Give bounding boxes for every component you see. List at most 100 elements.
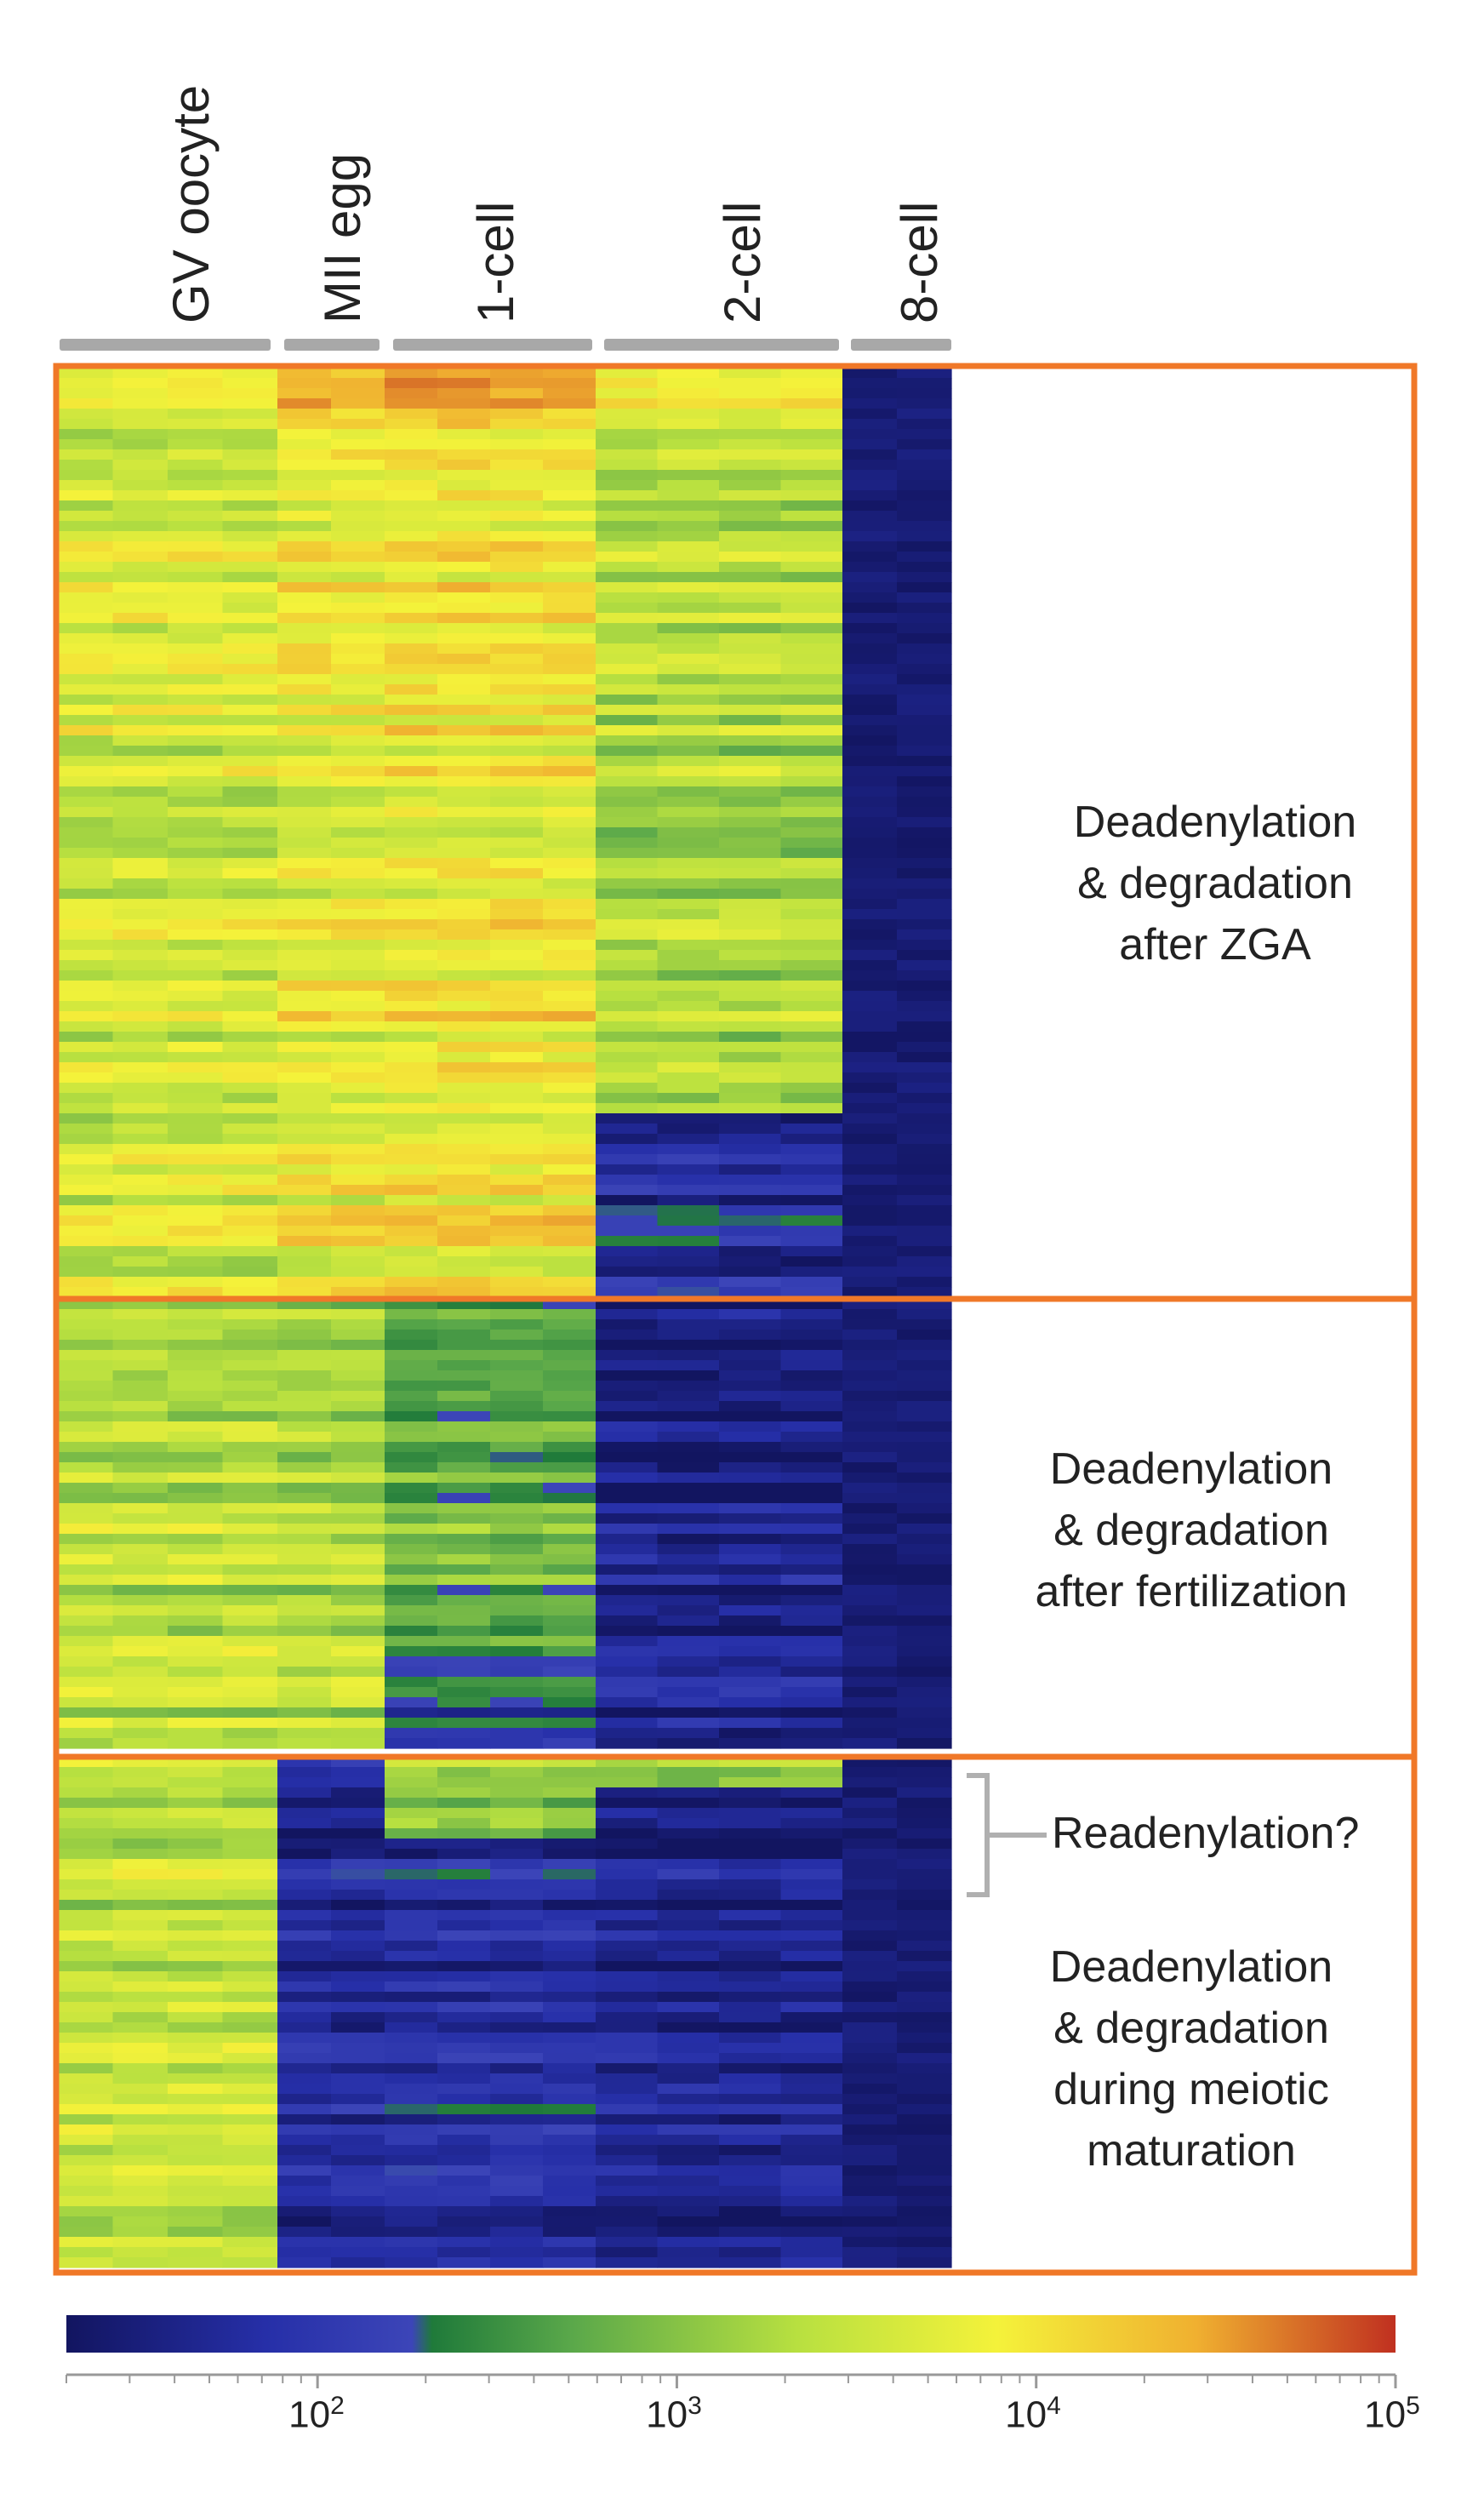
- heat-cell: [112, 1697, 168, 1708]
- heat-cell: [543, 460, 596, 471]
- heat-cell: [543, 552, 596, 563]
- heat-cell: [385, 1001, 438, 1012]
- heat-cell: [719, 1330, 782, 1341]
- heat-cell: [719, 2216, 782, 2227]
- heat-cell: [385, 1941, 438, 1952]
- heat-cell: [277, 1144, 332, 1155]
- heat-cell: [112, 1391, 168, 1402]
- heat-cell: [842, 766, 898, 777]
- heat-cell: [385, 725, 438, 736]
- heat-cell: [543, 858, 596, 869]
- heat-cell: [897, 2043, 952, 2054]
- heat-cell: [842, 2196, 898, 2207]
- heat-cell: [222, 725, 278, 736]
- heat-cell: [168, 940, 224, 951]
- heat-cell: [490, 1052, 544, 1063]
- heat-cell: [277, 848, 332, 859]
- heat-cell: [596, 1595, 659, 1606]
- heat-cell: [842, 776, 898, 787]
- heat-cell: [112, 1900, 168, 1911]
- heat-cell: [719, 735, 782, 746]
- heat-cell: [490, 746, 544, 757]
- heat-cell: [58, 1462, 114, 1473]
- heat-cell: [385, 1032, 438, 1043]
- heat-cell: [437, 1103, 491, 1114]
- heat-cell: [277, 1093, 332, 1104]
- heat-cell: [596, 1890, 659, 1901]
- heat-cell: [437, 1697, 491, 1708]
- heat-cell: [657, 1585, 720, 1596]
- heat-cell: [842, 562, 898, 573]
- heat-cell: [58, 2145, 114, 2156]
- heat-cell: [897, 1575, 952, 1586]
- heat-cell: [596, 735, 659, 746]
- heat-cell: [543, 2073, 596, 2084]
- heat-cell: [780, 1144, 843, 1155]
- heat-cell: [780, 1381, 843, 1392]
- heat-cell: [897, 899, 952, 910]
- heat-cell: [842, 868, 898, 879]
- heat-cell: [657, 1330, 720, 1341]
- heat-cell: [112, 1246, 168, 1257]
- heat-cell: [780, 2033, 843, 2044]
- heat-cell: [58, 1083, 114, 1094]
- heat-cell: [897, 797, 952, 808]
- heat-cell: [168, 1626, 224, 1637]
- heat-cell: [58, 1687, 114, 1698]
- heat-cell: [331, 398, 385, 409]
- heat-cell: [657, 1798, 720, 1809]
- heat-cell: [596, 2104, 659, 2115]
- heat-cell: [842, 409, 898, 420]
- heat-cell: [657, 1113, 720, 1124]
- heat-cell: [657, 460, 720, 471]
- heat-cell: [58, 2176, 114, 2187]
- heat-cell: [222, 1483, 278, 1494]
- heat-cell: [780, 368, 843, 379]
- heat-cell: [222, 470, 278, 481]
- heat-cell: [596, 858, 659, 869]
- heat-cell: [897, 1103, 952, 1114]
- heat-cell: [657, 1350, 720, 1361]
- heat-cell: [780, 1011, 843, 1022]
- heat-cell: [842, 511, 898, 522]
- heat-cell: [780, 521, 843, 532]
- heat-cell: [543, 776, 596, 787]
- heat-cell: [543, 1828, 596, 1839]
- heat-cell: [437, 1236, 491, 1247]
- heat-cell: [842, 1246, 898, 1257]
- heat-cell: [780, 562, 843, 573]
- heat-cell: [385, 2094, 438, 2105]
- heat-cell: [222, 1900, 278, 1911]
- heat-cell: [897, 2206, 952, 2217]
- heat-cell: [719, 2063, 782, 2074]
- heat-cell: [58, 1767, 114, 1778]
- heat-cell: [842, 2247, 898, 2258]
- heat-cell: [112, 2227, 168, 2238]
- heat-cell: [842, 1319, 898, 1330]
- heat-cell: [58, 1442, 114, 1453]
- heat-cell: [842, 2237, 898, 2248]
- heat-cell: [437, 1411, 491, 1422]
- heat-cell: [437, 817, 491, 828]
- heat-cell: [437, 1432, 491, 1443]
- heat-cell: [437, 1981, 491, 1993]
- heat-cell: [596, 1767, 659, 1778]
- heat-cell: [385, 2073, 438, 2084]
- heat-cell: [780, 531, 843, 542]
- heat-cell: [780, 460, 843, 471]
- heat-cell: [58, 531, 114, 542]
- heat-cell: [277, 1401, 332, 1412]
- heat-cell: [842, 521, 898, 532]
- heat-cell: [437, 1798, 491, 1809]
- heat-cell: [331, 1340, 385, 1351]
- heat-cell: [842, 2053, 898, 2064]
- heat-cell: [842, 449, 898, 460]
- heat-cell: [222, 899, 278, 910]
- heat-cell: [490, 950, 544, 961]
- heat-cell: [543, 368, 596, 379]
- heat-cell: [596, 1818, 659, 1829]
- heat-cell: [780, 827, 843, 838]
- heat-cell: [897, 490, 952, 501]
- heat-cell: [897, 715, 952, 726]
- heat-cell: [596, 541, 659, 552]
